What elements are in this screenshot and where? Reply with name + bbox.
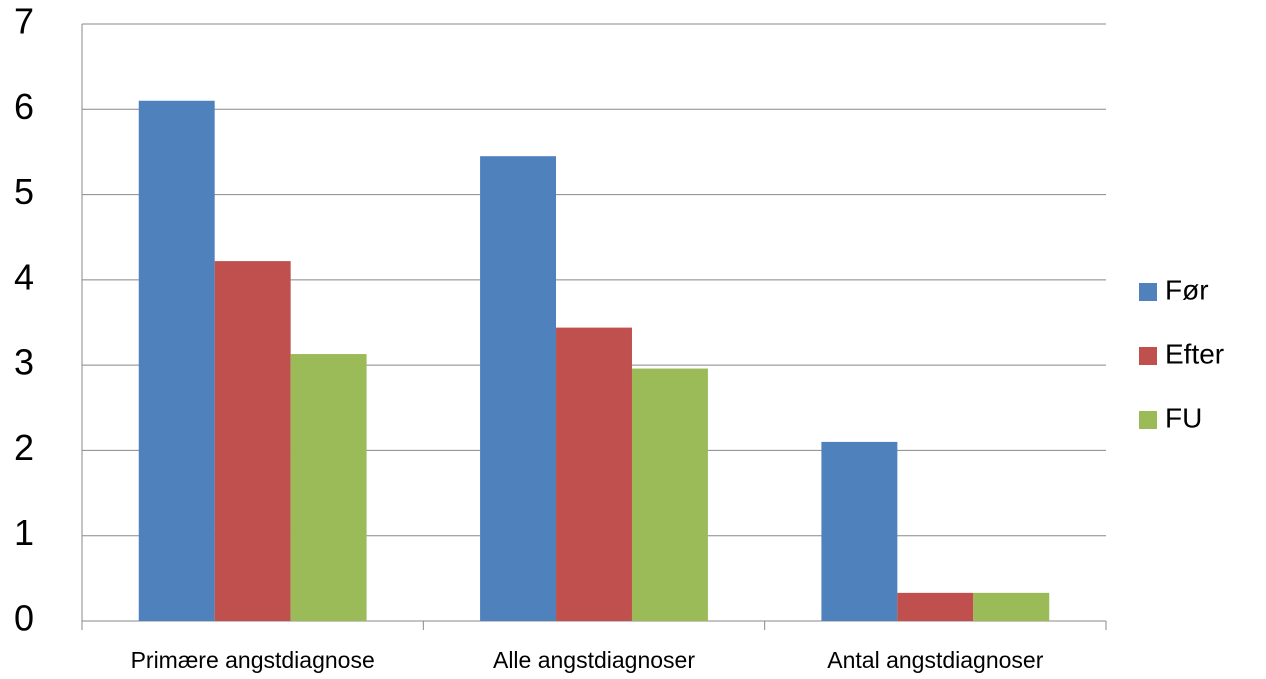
bar — [556, 327, 632, 621]
x-tick-label: Antal angstdiagnoser — [827, 647, 1043, 673]
legend-swatch — [1139, 411, 1157, 429]
bar — [138, 100, 215, 621]
y-tick-label: 2 — [14, 427, 34, 468]
legend-label: Før — [1165, 274, 1209, 305]
y-tick-label: 6 — [14, 86, 34, 127]
bar — [480, 156, 557, 621]
x-tick-label: Alle angstdiagnoser — [493, 647, 695, 673]
y-tick-label: 0 — [14, 598, 34, 639]
y-tick-label: 4 — [14, 256, 34, 297]
y-tick-label: 1 — [14, 512, 34, 553]
bar — [897, 592, 974, 621]
bar — [821, 441, 898, 621]
bar — [214, 261, 291, 621]
legend-swatch — [1139, 347, 1157, 365]
bar — [973, 592, 1050, 621]
legend-label: FU — [1165, 402, 1202, 433]
legend-swatch — [1139, 283, 1157, 301]
y-tick-label: 7 — [14, 1, 34, 42]
legend-label: Efter — [1165, 338, 1224, 369]
x-tick-label: Primære angstdiagnose — [131, 647, 375, 673]
bar — [631, 368, 708, 621]
y-tick-label: 5 — [14, 171, 34, 212]
bar — [290, 354, 367, 621]
y-tick-label: 3 — [14, 342, 34, 383]
